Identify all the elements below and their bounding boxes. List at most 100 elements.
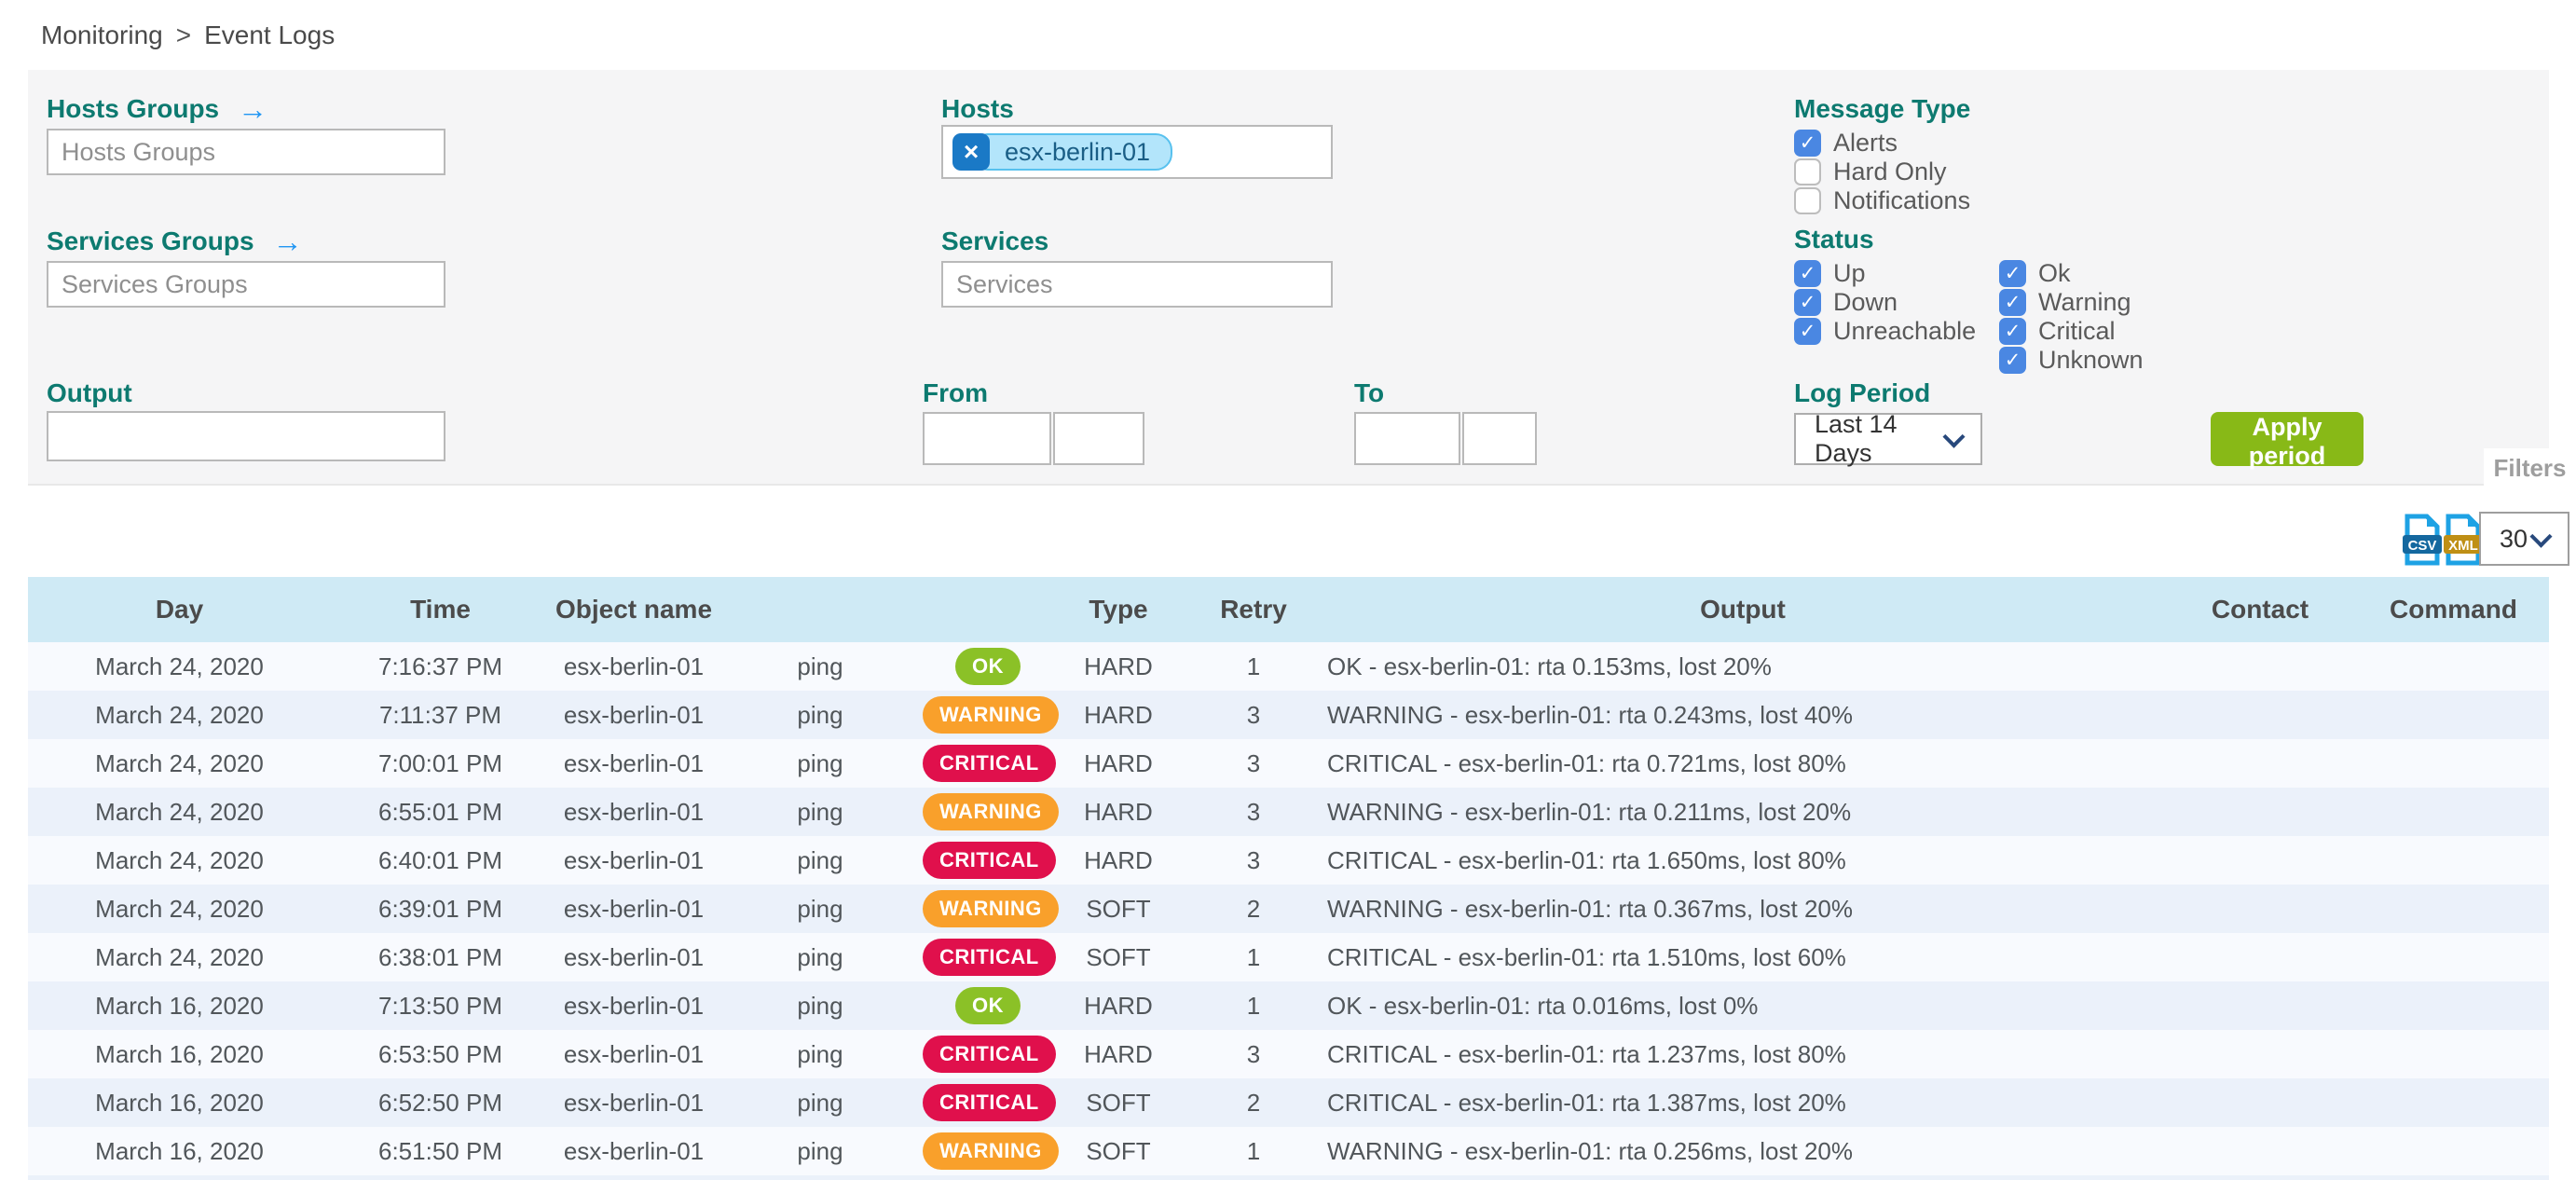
- chip-remove-button[interactable]: ×: [952, 133, 990, 171]
- table-row[interactable]: March 24, 2020 6:55:01 PM esx-berlin-01 pin…: [28, 788, 2549, 836]
- cell-type: HARD: [1084, 991, 1153, 1020]
- cell-retry: 2: [1246, 1088, 1261, 1117]
- table-row[interactable]: March 24, 2020 7:00:01 PM esx-berlin-01 pin…: [28, 739, 2549, 788]
- hosts-groups-input[interactable]: [47, 129, 445, 175]
- hosts-groups-label: Hosts Groups →: [47, 92, 268, 126]
- cell-output: WARNING - esx-berlin-01: rta 0.243ms, lo…: [1327, 700, 1853, 729]
- checkbox-option-unknown[interactable]: ✓ Unknown: [1999, 346, 2144, 375]
- column-header: Retry: [1220, 595, 1287, 624]
- table-row[interactable]: March 24, 2020 7:16:37 PM esx-berlin-01 pin…: [28, 642, 2549, 691]
- log-period-select[interactable]: Last 14 Days: [1794, 410, 1982, 467]
- checkbox-label: Up: [1833, 259, 1866, 287]
- apply-period-button[interactable]: Apply period: [2211, 412, 2364, 470]
- checkbox[interactable]: ✓: [1794, 260, 1821, 287]
- status-badge: WARNING: [923, 890, 1059, 927]
- cell-retry: 3: [1246, 845, 1261, 874]
- checkbox-option-up[interactable]: ✓ Up: [1794, 259, 1976, 288]
- checkbox[interactable]: [1794, 187, 1821, 214]
- filters-tab[interactable]: Filters: [2484, 448, 2576, 487]
- table-body: March 24, 2020 7:16:37 PM esx-berlin-01 pin…: [28, 642, 2549, 1175]
- cell-service: ping: [797, 845, 843, 874]
- checkbox[interactable]: ✓: [1999, 347, 2026, 374]
- checkbox-label: Warning: [2038, 288, 2131, 316]
- cell-day: March 16, 2020: [95, 1039, 264, 1068]
- page-size-select[interactable]: 30: [2479, 512, 2569, 566]
- checkbox-option-hard-only[interactable]: Hard Only: [1794, 158, 1970, 186]
- checkbox[interactable]: ✓: [1794, 289, 1821, 316]
- services-groups-input[interactable]: [47, 261, 445, 308]
- breadcrumb-item-event-logs[interactable]: Event Logs: [204, 21, 336, 49]
- checkbox-option-down[interactable]: ✓ Down: [1794, 288, 1976, 317]
- event-log-table: Day Time Object name Type Retry Output Contact…: [28, 577, 2549, 1180]
- cell-object-name: esx-berlin-01: [563, 748, 705, 777]
- checkbox-label: Critical: [2038, 317, 2116, 345]
- status-badge: CRITICAL: [923, 1084, 1056, 1121]
- message-type-label: Message Type: [1794, 94, 1971, 123]
- table-row[interactable]: March 24, 2020 6:38:01 PM esx-berlin-01 pin…: [28, 933, 2549, 981]
- cell-output: CRITICAL - esx-berlin-01: rta 1.387ms, l…: [1327, 1088, 1846, 1117]
- checkbox[interactable]: ✓: [1999, 318, 2026, 345]
- cell-retry: 1: [1246, 991, 1261, 1020]
- checkbox[interactable]: [1794, 158, 1821, 185]
- from-date-input[interactable]: [923, 412, 1051, 465]
- column-header: Time: [410, 595, 471, 624]
- checkbox[interactable]: ✓: [1794, 318, 1821, 345]
- breadcrumb-separator: >: [175, 21, 192, 49]
- checkbox-option-ok[interactable]: ✓ Ok: [1999, 259, 2144, 288]
- cell-object-name: esx-berlin-01: [563, 1088, 705, 1117]
- checkbox-option-unreachable[interactable]: ✓ Unreachable: [1794, 317, 1976, 346]
- table-row[interactable]: March 16, 2020 6:52:50 PM esx-berlin-01 pin…: [28, 1078, 2549, 1127]
- cell-type: HARD: [1084, 1039, 1153, 1068]
- from-time-input[interactable]: [1053, 412, 1144, 465]
- table-row[interactable]: March 16, 2020 6:51:50 PM esx-berlin-01 pin…: [28, 1127, 2549, 1175]
- cell-output: OK - esx-berlin-01: rta 0.153ms, lost 20…: [1327, 652, 1772, 680]
- cell-status: WARNING: [923, 1132, 1059, 1170]
- table-row[interactable]: March 24, 2020 6:40:01 PM esx-berlin-01 pin…: [28, 836, 2549, 885]
- table-row[interactable]: March 16, 2020 6:53:50 PM esx-berlin-01 pin…: [28, 1030, 2549, 1078]
- status-badge: CRITICAL: [923, 842, 1056, 879]
- checkbox-label: Notifications: [1833, 186, 1971, 214]
- cell-time: 6:55:01 PM: [378, 797, 502, 826]
- cell-output: OK - esx-berlin-01: rta 0.016ms, lost 0%: [1327, 991, 1759, 1020]
- cell-service: ping: [797, 748, 843, 777]
- message-type-options: ✓ Alerts Hard Only Notifications: [1794, 129, 1970, 215]
- checkbox[interactable]: ✓: [1999, 289, 2026, 316]
- log-period-value: Last 14 Days: [1815, 410, 1898, 467]
- hosts-groups-arrow-icon[interactable]: →: [238, 92, 268, 126]
- xml-export-icon[interactable]: XML: [2444, 514, 2483, 570]
- cell-output: CRITICAL - esx-berlin-01: rta 1.510ms, l…: [1327, 942, 1846, 971]
- cell-time: 6:38:01 PM: [378, 942, 502, 971]
- services-groups-arrow-icon[interactable]: →: [272, 225, 303, 258]
- table-row[interactable]: March 24, 2020 6:39:01 PM esx-berlin-01 pin…: [28, 885, 2549, 933]
- checkbox-option-warning[interactable]: ✓ Warning: [1999, 288, 2144, 317]
- svg-text:CSV: CSV: [2408, 538, 2437, 554]
- checkbox-label: Down: [1833, 288, 1898, 316]
- cell-time: 7:16:37 PM: [378, 652, 502, 680]
- cell-day: March 16, 2020: [95, 1088, 264, 1117]
- to-date-input[interactable]: [1354, 412, 1460, 465]
- cell-status: WARNING: [923, 793, 1059, 830]
- status-service-options: ✓ Ok ✓ Warning ✓ Critical ✓ Unknown: [1999, 259, 2144, 375]
- table-row[interactable]: March 24, 2020 7:11:37 PM esx-berlin-01 pin…: [28, 691, 2549, 739]
- services-input[interactable]: [941, 261, 1333, 308]
- checkbox[interactable]: ✓: [1794, 130, 1821, 157]
- checkbox-label: Hard Only: [1833, 158, 1947, 185]
- to-time-input[interactable]: [1462, 412, 1537, 465]
- checkbox-option-critical[interactable]: ✓ Critical: [1999, 317, 2144, 346]
- checkbox-option-alerts[interactable]: ✓ Alerts: [1794, 129, 1970, 158]
- breadcrumb-item-monitoring[interactable]: Monitoring: [41, 21, 163, 49]
- table-row[interactable]: March 16, 2020 7:13:50 PM esx-berlin-01 pin…: [28, 981, 2549, 1030]
- host-chip: × esx-berlin-01: [952, 133, 1173, 171]
- cell-type: HARD: [1084, 845, 1153, 874]
- cell-service: ping: [797, 700, 843, 729]
- checkbox[interactable]: ✓: [1999, 260, 2026, 287]
- hosts-input[interactable]: × esx-berlin-01: [941, 125, 1333, 179]
- next-row-partial: [28, 1175, 2549, 1180]
- filter-panel: Hosts Groups → Services Groups → Output …: [28, 70, 2549, 486]
- cell-object-name: esx-berlin-01: [563, 1039, 705, 1068]
- csv-export-icon[interactable]: CSV: [2403, 514, 2442, 570]
- cell-service: ping: [797, 1039, 843, 1068]
- checkbox-option-notifications[interactable]: Notifications: [1794, 186, 1970, 215]
- output-input[interactable]: [47, 411, 445, 461]
- column-header: Output: [1700, 595, 1786, 624]
